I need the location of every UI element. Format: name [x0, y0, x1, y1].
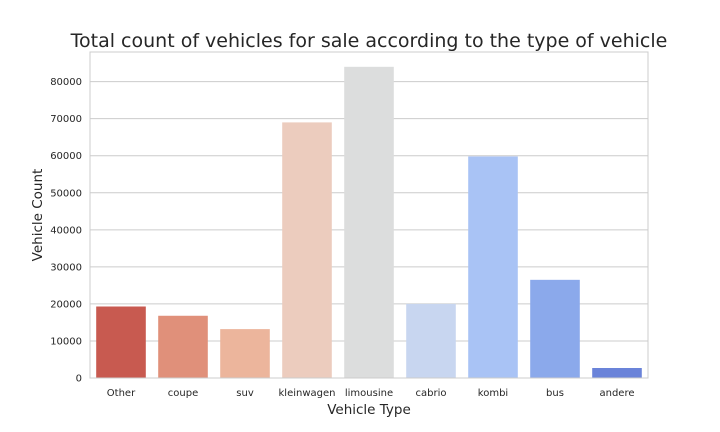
y-tick-label: 0 [76, 374, 82, 385]
bar-limousine [344, 66, 394, 379]
x-tick-label: kleinwagen [279, 388, 336, 399]
y-tick-label: 80000 [50, 77, 82, 88]
chart-title: Total count of vehicles for sale accordi… [70, 30, 668, 52]
y-tick-label: 10000 [50, 336, 82, 347]
bar-kombi [468, 156, 518, 378]
bar-cabrio [406, 303, 456, 378]
x-tick-label: coupe [168, 388, 198, 399]
x-tick-label: kombi [478, 388, 508, 399]
x-tick-label: cabrio [416, 388, 447, 399]
bar-kleinwagen [282, 122, 332, 379]
y-tick-label: 70000 [50, 114, 82, 125]
bars [96, 66, 642, 379]
x-axis-label: Vehicle Type [327, 402, 411, 418]
y-tick-labels: 0 10000 20000 30000 40000 50000 60000 70000 8000… [50, 77, 82, 384]
x-tick-label: Other [107, 388, 136, 399]
x-tick-label: limousine [345, 388, 393, 399]
x-tick-label: bus [546, 388, 564, 399]
y-tick-label: 30000 [50, 262, 82, 273]
y-tick-label: 40000 [50, 225, 82, 236]
bar-coupe [158, 315, 208, 378]
x-tick-label: andere [599, 388, 634, 399]
y-tick-label: 50000 [50, 188, 82, 199]
x-tick-labels: Other coupe suv kleinwagen limousine cabrio ko… [107, 388, 635, 399]
bar-suv [220, 329, 270, 378]
bar-bus [530, 279, 580, 378]
plot-frame [89, 51, 649, 379]
bar-andere [592, 367, 642, 378]
bar-other [96, 306, 146, 378]
y-tick-label: 20000 [50, 299, 82, 310]
y-tick-label: 60000 [50, 151, 82, 162]
y-axis-label: Vehicle Count [30, 169, 46, 262]
x-tick-label: suv [236, 388, 254, 399]
